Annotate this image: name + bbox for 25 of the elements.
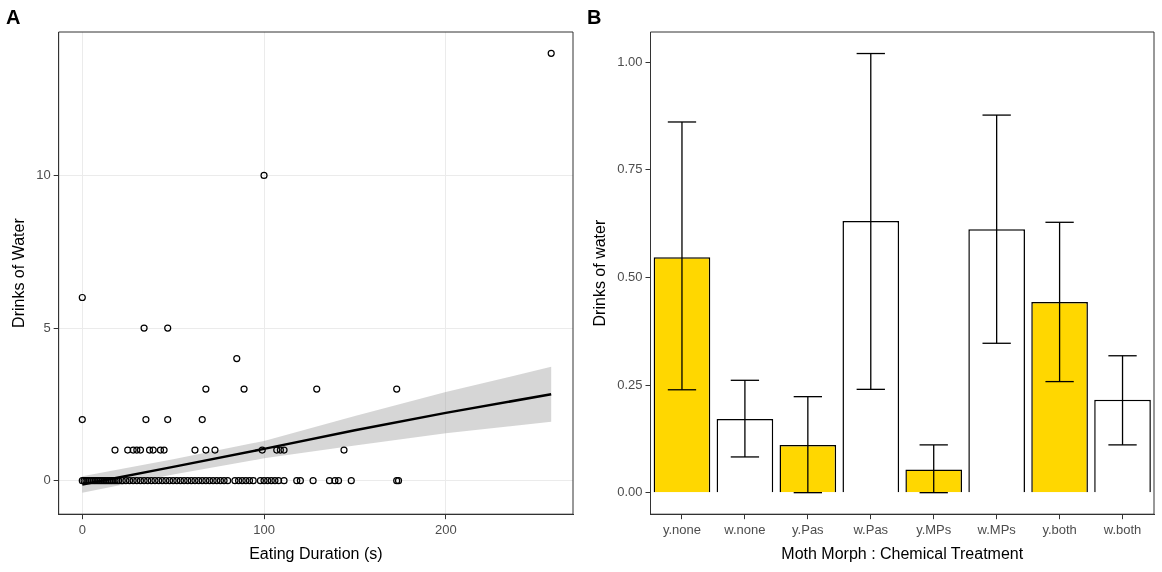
x-tick-label: w.both xyxy=(1102,521,1142,537)
x-tick-label: w.none xyxy=(723,521,766,537)
x-axis-title: Eating Duration (s) xyxy=(249,544,383,562)
x-tick-label: w.MPs xyxy=(976,521,1017,537)
y-tick-label: 0 xyxy=(43,472,51,488)
chart-title: A xyxy=(6,5,21,28)
y-tick-label: 0.00 xyxy=(617,484,643,500)
x-axis-title: Moth Morph : Chemical Treatment xyxy=(781,544,1024,562)
x-tick-label: y.MPs xyxy=(916,521,952,537)
x-tick-label: y.Pas xyxy=(792,521,825,537)
x-tick-label: y.none xyxy=(662,521,702,537)
y-tick-label: 10 xyxy=(36,167,51,183)
y-axis-title: Drinks of water xyxy=(591,219,609,327)
y-tick-label: 5 xyxy=(43,319,51,335)
chart-title: B xyxy=(587,5,602,28)
x-tick-label: w.Pas xyxy=(852,521,889,537)
x-tick-label: 100 xyxy=(253,521,275,537)
x-tick-label: 0 xyxy=(78,521,86,537)
y-tick-label: 1.00 xyxy=(617,53,643,69)
y-axis-title: Drinks of Water xyxy=(10,217,28,328)
x-tick-label: 200 xyxy=(434,521,457,537)
x-tick-label: y.both xyxy=(1042,521,1077,537)
y-tick-label: 0.75 xyxy=(617,161,643,177)
y-tick-label: 0.25 xyxy=(617,376,643,392)
y-tick-label: 0.50 xyxy=(617,268,643,284)
